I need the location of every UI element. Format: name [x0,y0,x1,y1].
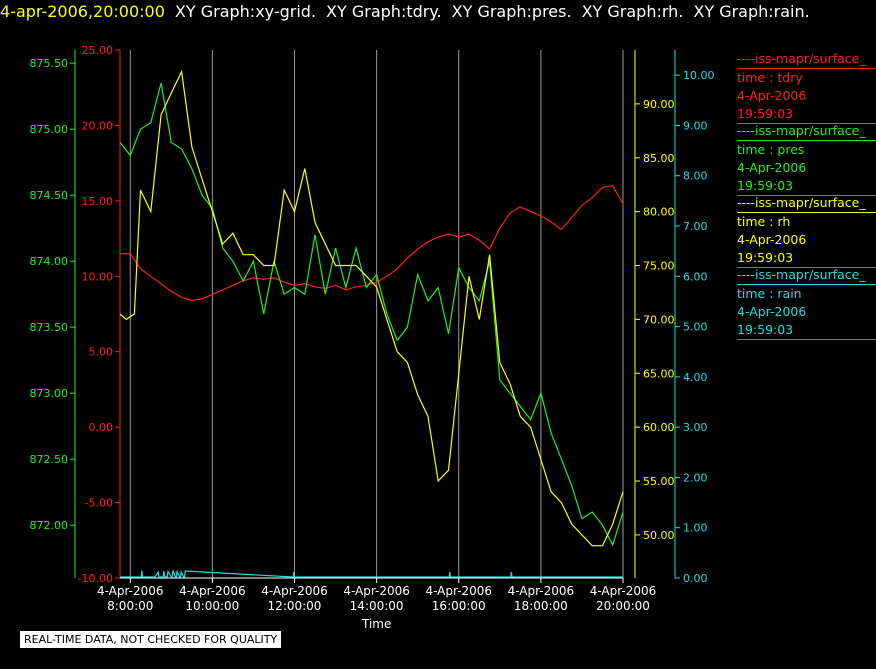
x-tick-label-date: 4-Apr-2006 [508,584,575,598]
y-tick-label-tdry: -5.00 [85,497,113,510]
graph-title-rain: XY Graph:rain. [693,2,810,21]
legend-series: ----iss-mapr/surface_ [737,50,876,69]
y-tick-label-rain: 9.00 [683,119,708,132]
y-tick-label-rain: 4.00 [683,371,708,384]
x-tick-label-time: 14:00:00 [350,599,404,613]
y-tick-label-pres: 873.00 [30,387,69,400]
y-tick-label-pres: 874.00 [30,255,69,268]
legend-divider [737,339,876,340]
legend-date: 4-Apr-2006 [737,160,807,175]
y-tick-label-tdry: 20.00 [82,119,114,132]
window-title: 4-apr-2006,20:00:00 XY Graph:xy-grid. XY G… [0,2,810,21]
x-tick-label-date: 4-Apr-2006 [425,584,492,598]
legend-var: time : tdry [737,70,803,85]
y-tick-label-pres: 873.50 [30,321,69,334]
x-tick-label-time: 10:00:00 [185,599,239,613]
x-tick-label-time: 18:00:00 [514,599,568,613]
y-tick-label-rain: 3.00 [683,421,708,434]
y-tick-label-rain: 5.00 [683,321,708,334]
y-tick-label-pres: 872.50 [30,453,69,466]
y-tick-label-tdry: 5.00 [89,346,114,359]
y-tick-label-rh: 90.00 [643,98,675,111]
y-tick-label-tdry: 25.00 [82,44,114,57]
x-tick-label-date: 4-Apr-2006 [179,584,246,598]
y-tick-label-pres: 875.00 [30,123,69,136]
x-tick-label-date: 4-Apr-2006 [590,584,657,598]
graph-title-pres: XY Graph:pres. [451,2,572,21]
y-tick-label-rh: 55.00 [643,475,675,488]
legend-date: 4-Apr-2006 [737,88,807,103]
graph-title-rh: XY Graph:rh. [581,2,684,21]
legend-rh[interactable]: ----iss-mapr/surface_ time : rh 4-Apr-20… [737,194,876,268]
series-line-rain [120,569,623,578]
x-axis-title: Time [362,617,392,631]
y-tick-label-rh: 70.00 [643,313,675,326]
x-tick-label-time: 8:00:00 [107,599,153,613]
x-tick-label-time: 16:00:00 [432,599,486,613]
y-tick-label-rh: 80.00 [643,206,675,219]
series-line-rh [119,69,624,547]
legend-var: time : pres [737,142,805,157]
y-tick-label-rain: 6.00 [683,270,708,283]
legend-series: ----iss-mapr/surface_ [737,122,876,141]
y-tick-label-rh: 75.00 [643,260,675,273]
y-tick-label-rain: 1.00 [683,522,708,535]
graph-title-xy-grid: XY Graph:xy-grid. [174,2,317,21]
legend-divider [737,195,876,196]
legend-time: 19:59:03 [737,322,794,337]
y-tick-label-pres: 872.00 [30,519,69,532]
timestamp: 4-apr-2006,20:00:00 [0,2,165,21]
quality-disclaimer: REAL-TIME DATA, NOT CHECKED FOR QUALITY [20,631,282,648]
y-tick-label-pres: 874.50 [30,189,69,202]
y-tick-label-rain: 7.00 [683,220,708,233]
legend-date: 4-Apr-2006 [737,232,807,247]
x-tick-label-date: 4-Apr-2006 [97,584,164,598]
legend-rain[interactable]: ----iss-mapr/surface_ time : rain 4-Apr-… [737,266,876,340]
legend-pres[interactable]: ----iss-mapr/surface_ time : pres 4-Apr-… [737,122,876,196]
y-tick-label-tdry: 10.00 [82,270,114,283]
legend-series: ----iss-mapr/surface_ [737,266,876,285]
legend-time: 19:59:03 [737,178,794,193]
x-tick-label-date: 4-Apr-2006 [343,584,410,598]
y-tick-label-tdry: -10.00 [78,572,113,585]
legend-divider [737,123,876,124]
y-tick-label-tdry: 15.00 [82,195,114,208]
legend-series: ----iss-mapr/surface_ [737,194,876,213]
legend-divider [737,267,876,268]
x-tick-label-date: 4-Apr-2006 [261,584,328,598]
legend-date: 4-Apr-2006 [737,304,807,319]
y-tick-label-rh: 65.00 [643,367,675,380]
graph-title-tdry: XY Graph:tdry. [326,2,442,21]
series-line-tdry [120,185,624,302]
x-tick-label-time: 20:00:00 [596,599,650,613]
y-tick-label-rh: 60.00 [643,421,675,434]
y-tick-label-pres: 875.50 [30,57,69,70]
y-tick-label-rain: 10.00 [683,69,715,82]
y-tick-label-rh: 85.00 [643,152,675,165]
legend-var: time : rh [737,214,791,229]
legend-var: time : rain [737,286,802,301]
legend-time: 19:59:03 [737,106,794,121]
legend-tdry[interactable]: ----iss-mapr/surface_ time : tdry 4-Apr-… [737,50,876,124]
y-tick-label-rh: 50.00 [643,529,675,542]
series-line-pres [119,82,624,547]
x-tick-label-time: 12:00:00 [268,599,322,613]
legend-time: 19:59:03 [737,250,794,265]
y-tick-label-rain: 0.00 [683,572,708,585]
y-tick-label-rain: 8.00 [683,170,708,183]
y-tick-label-rain: 2.00 [683,471,708,484]
y-tick-label-tdry: 0.00 [89,421,114,434]
